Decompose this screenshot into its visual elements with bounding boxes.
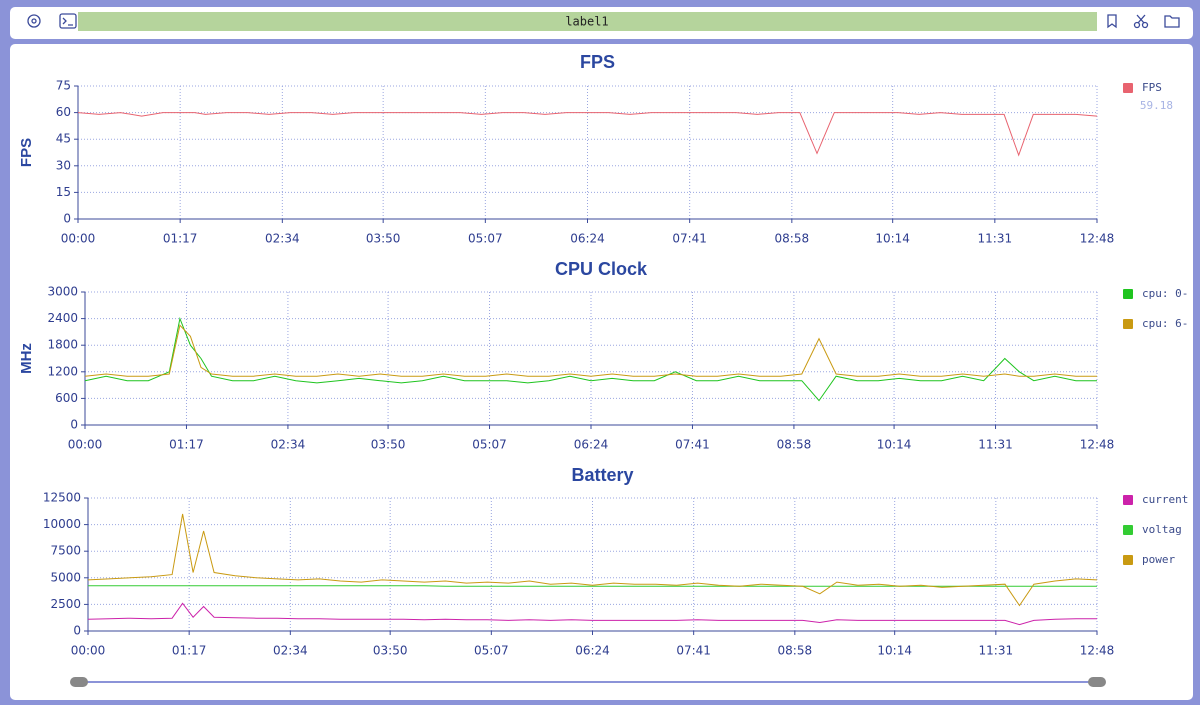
legend-swatch [1123,289,1133,299]
x-tick-label: 10:14 [877,644,912,658]
legend-swatch [1123,525,1133,535]
y-tick-label: 10000 [43,517,81,531]
x-tick-label: 03:50 [371,438,406,452]
x-tick-label: 11:31 [978,232,1013,246]
x-tick-label: 01:17 [172,644,207,658]
bookmark-icon[interactable] [1107,14,1117,29]
series-line [88,585,1097,587]
legend-swatch [1123,555,1133,565]
label-bar[interactable] [78,12,1097,31]
x-tick-label: 11:31 [978,438,1013,452]
x-tick-label: 12:48 [1080,232,1115,246]
x-tick-label: 02:34 [273,644,308,658]
x-tick-label: 05:07 [472,438,507,452]
legend-label: FPS [1142,81,1162,94]
x-tick-label: 10:14 [877,438,912,452]
x-tick-label: 05:07 [474,644,509,658]
y-tick-label: 1200 [47,364,78,378]
legend-swatch [1123,83,1133,93]
x-tick-label: 00:00 [71,644,106,658]
x-tick-label: 00:00 [68,438,103,452]
series-line [87,513,1098,607]
legend-label: current [1142,493,1188,506]
x-tick-label: 06:24 [575,644,610,658]
y-tick-label: 2500 [50,597,81,611]
zoom-handle-right[interactable] [1088,677,1106,687]
series-line [87,602,1097,626]
chart-title: CPU Clock [555,259,648,279]
folder-icon[interactable] [1164,15,1180,28]
y-tick-label: 12500 [43,491,81,505]
x-tick-label: 07:41 [675,438,710,452]
x-tick-label: 03:50 [373,644,408,658]
y-tick-label: 75 [56,79,71,93]
x-tick-label: 02:34 [265,232,300,246]
y-tick-label: 0 [73,624,81,638]
label-text: label1 [565,15,608,29]
y-axis-title: MHz [18,343,35,374]
x-tick-label: 08:58 [777,438,812,452]
x-tick-label: 02:34 [271,438,306,452]
x-tick-label: 08:58 [778,644,813,658]
x-tick-label: 12:48 [1080,438,1115,452]
series-line [84,316,1097,402]
y-tick-label: 45 [56,132,71,146]
legend-label: voltag [1142,523,1182,536]
y-tick-label: 0 [63,212,71,226]
x-tick-label: 03:50 [366,232,401,246]
y-tick-label: 1800 [47,338,78,352]
x-tick-label: 10:14 [875,232,910,246]
x-tick-label: 07:41 [676,644,711,658]
x-tick-label: 12:48 [1080,644,1115,658]
y-tick-label: 600 [55,391,78,405]
y-tick-label: 0 [70,418,78,432]
y-tick-label: 3000 [47,285,78,299]
x-tick-label: 07:41 [672,232,707,246]
x-tick-label: 08:58 [775,232,810,246]
y-axis-title: FPS [18,138,35,167]
x-tick-label: 05:07 [468,232,503,246]
chart-title: Battery [571,465,633,485]
terminal-icon[interactable] [59,13,77,29]
legend-swatch [1123,495,1133,505]
x-tick-label: 01:17 [169,438,204,452]
legend-label: cpu: 0- [1142,287,1188,300]
x-tick-label: 06:24 [570,232,605,246]
y-tick-label: 2400 [47,311,78,325]
y-tick-label: 5000 [50,570,81,584]
legend-label: power [1142,553,1175,566]
x-tick-label: 06:24 [574,438,609,452]
zoom-handle-left[interactable] [70,677,88,687]
y-tick-label: 15 [56,185,71,199]
y-tick-label: 7500 [50,544,81,558]
y-tick-label: 60 [56,105,71,119]
x-tick-label: 11:31 [979,644,1014,658]
legend-swatch [1123,319,1133,329]
chart-title: FPS [580,52,615,72]
legend-label: cpu: 6- [1142,317,1188,330]
series-line [77,112,1098,157]
legend-value: 59.18 [1140,99,1173,112]
cut-icon[interactable] [1133,14,1149,29]
series-line [84,324,1097,377]
settings-icon[interactable] [27,14,41,28]
x-tick-label: 01:17 [163,232,198,246]
y-tick-label: 30 [56,158,71,172]
x-tick-label: 00:00 [61,232,96,246]
